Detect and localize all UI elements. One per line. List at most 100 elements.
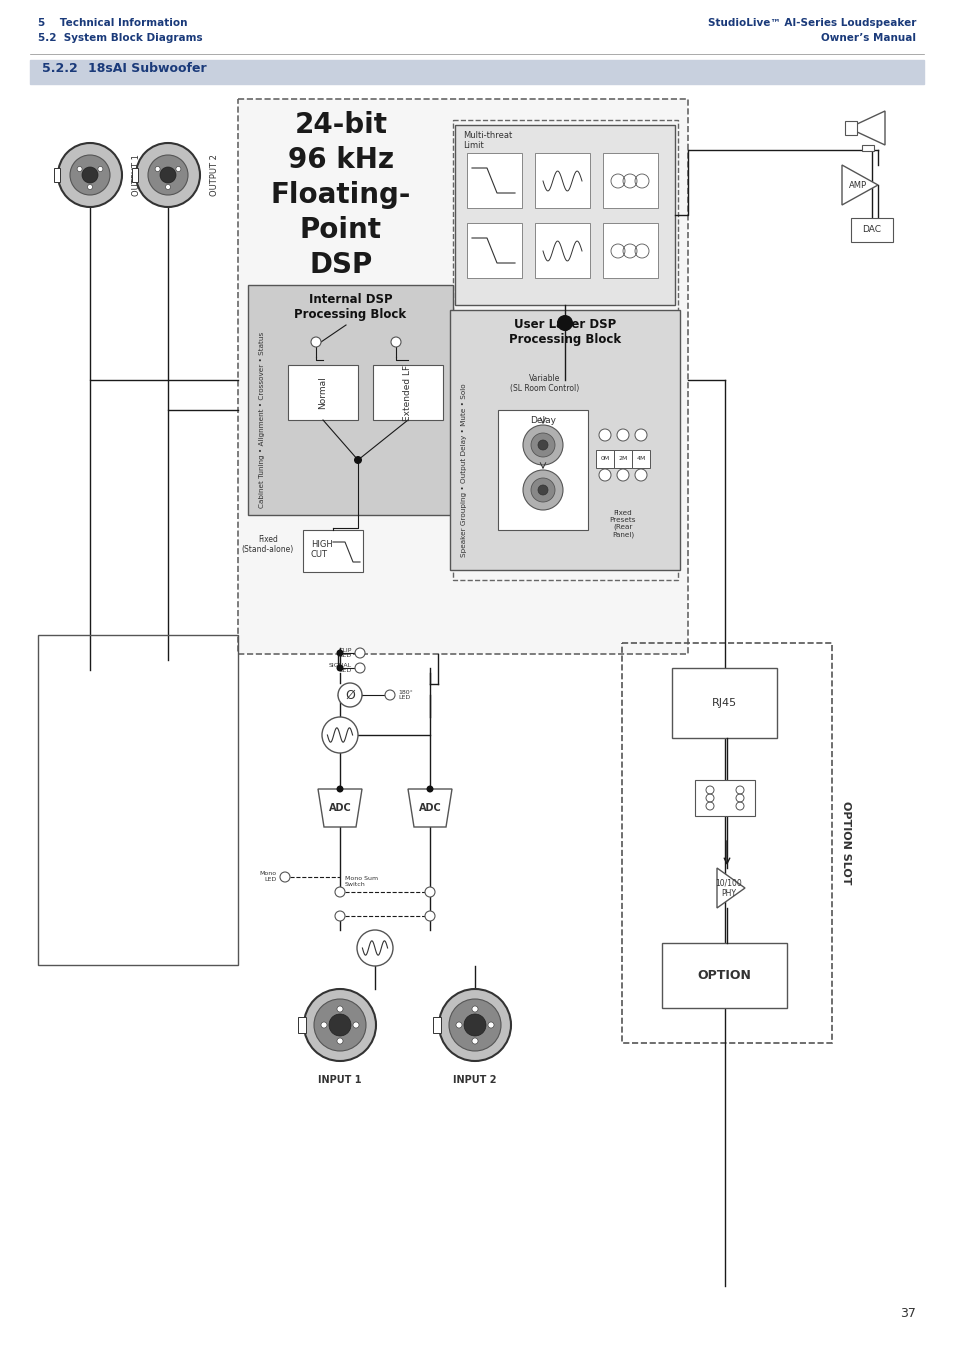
Bar — [661, 944, 786, 1008]
Text: OPTION: OPTION — [697, 969, 751, 981]
Bar — [602, 153, 658, 208]
Text: Speaker Grouping • Output Delay • Mute • Solo: Speaker Grouping • Output Delay • Mute •… — [460, 383, 467, 556]
Text: INPUT 2: INPUT 2 — [453, 1075, 497, 1085]
Text: Mono
LED: Mono LED — [259, 871, 276, 882]
Circle shape — [82, 167, 98, 184]
Circle shape — [336, 1038, 343, 1044]
Circle shape — [355, 663, 365, 674]
Circle shape — [354, 456, 361, 464]
Bar — [844, 122, 856, 135]
Circle shape — [424, 887, 435, 896]
Bar — [621, 643, 831, 1044]
Polygon shape — [854, 111, 884, 144]
Text: 5    Technical Information: 5 Technical Information — [38, 18, 188, 28]
Circle shape — [322, 717, 357, 753]
Circle shape — [537, 485, 547, 495]
Bar — [373, 364, 442, 420]
Bar — [237, 99, 687, 653]
Circle shape — [280, 872, 290, 882]
Circle shape — [598, 468, 610, 481]
Bar — [303, 531, 363, 572]
Bar — [132, 167, 138, 182]
Text: 24-bit: 24-bit — [294, 111, 387, 139]
Bar — [30, 59, 923, 84]
Text: StudioLive™ AI-Series Loudspeaker: StudioLive™ AI-Series Loudspeaker — [707, 18, 915, 28]
Bar — [453, 120, 678, 580]
Circle shape — [311, 338, 320, 347]
Bar — [297, 1017, 306, 1033]
Bar — [248, 285, 453, 514]
Text: 96 kHz: 96 kHz — [288, 146, 394, 174]
Circle shape — [336, 649, 343, 656]
Text: Point: Point — [299, 216, 381, 244]
Text: 5.2.2: 5.2.2 — [42, 62, 77, 76]
Text: User Layer DSP
Processing Block: User Layer DSP Processing Block — [508, 319, 620, 346]
Text: DSP: DSP — [309, 251, 373, 279]
Circle shape — [617, 429, 628, 441]
Circle shape — [329, 1014, 351, 1035]
Bar — [497, 410, 587, 531]
Bar — [862, 144, 873, 151]
Circle shape — [165, 185, 171, 189]
Text: 37: 37 — [900, 1307, 915, 1320]
Circle shape — [160, 167, 175, 184]
Circle shape — [463, 1014, 485, 1035]
Text: 4M: 4M — [636, 456, 645, 462]
Bar — [467, 153, 521, 208]
Text: Fixed
Presets
(Rear
Panel): Fixed Presets (Rear Panel) — [609, 510, 636, 539]
Circle shape — [355, 648, 365, 657]
Circle shape — [472, 1006, 477, 1012]
Circle shape — [522, 470, 562, 510]
Circle shape — [537, 440, 547, 450]
Circle shape — [424, 911, 435, 921]
Text: 0M: 0M — [599, 456, 609, 462]
Circle shape — [426, 786, 433, 792]
Circle shape — [385, 690, 395, 701]
Circle shape — [531, 478, 555, 502]
Circle shape — [98, 166, 103, 171]
Text: 180°
LED: 180° LED — [397, 690, 413, 701]
Text: 2M: 2M — [618, 456, 627, 462]
Bar — [450, 310, 679, 570]
Circle shape — [531, 433, 555, 458]
Circle shape — [77, 166, 82, 171]
Text: Delay: Delay — [530, 416, 556, 425]
Text: Ø: Ø — [345, 688, 355, 702]
Text: SIGNAL
LED: SIGNAL LED — [329, 663, 352, 674]
Bar — [850, 217, 892, 242]
Circle shape — [488, 1022, 494, 1027]
Bar — [596, 450, 614, 468]
Circle shape — [356, 930, 393, 967]
Text: DAC: DAC — [862, 225, 881, 235]
Text: Normal: Normal — [318, 377, 327, 409]
Bar — [535, 223, 589, 278]
Text: OUTPUT 1: OUTPUT 1 — [132, 154, 141, 196]
Circle shape — [136, 143, 200, 207]
Bar — [38, 634, 237, 965]
Bar — [433, 1017, 440, 1033]
Circle shape — [449, 999, 500, 1052]
Circle shape — [456, 1022, 461, 1027]
Circle shape — [335, 887, 345, 896]
Circle shape — [155, 166, 160, 171]
Circle shape — [635, 429, 646, 441]
Bar — [631, 450, 649, 468]
Text: Variable
(SL Room Control): Variable (SL Room Control) — [510, 374, 579, 393]
Circle shape — [617, 468, 628, 481]
Bar — [695, 780, 754, 815]
Circle shape — [88, 185, 92, 189]
Circle shape — [304, 990, 375, 1061]
Circle shape — [472, 1038, 477, 1044]
Text: Cabinet Tuning • Alignment • Crossover • Status: Cabinet Tuning • Alignment • Crossover •… — [258, 332, 265, 508]
Bar — [602, 223, 658, 278]
Circle shape — [336, 786, 343, 792]
Polygon shape — [841, 165, 877, 205]
Bar — [455, 126, 675, 305]
Text: Floating-: Floating- — [271, 181, 411, 209]
Circle shape — [148, 155, 188, 194]
Polygon shape — [717, 868, 744, 909]
Text: Internal DSP
Processing Block: Internal DSP Processing Block — [294, 293, 406, 321]
Polygon shape — [408, 788, 452, 828]
Text: Mono Sum
Switch: Mono Sum Switch — [345, 876, 377, 887]
Circle shape — [391, 338, 400, 347]
